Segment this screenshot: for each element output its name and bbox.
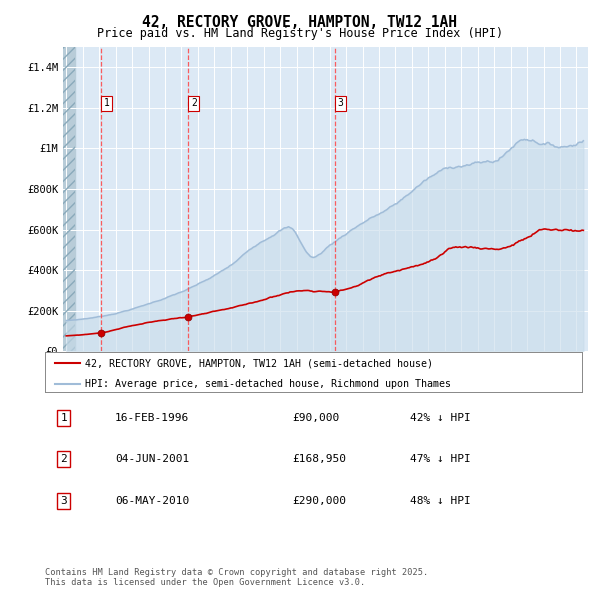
Text: Price paid vs. HM Land Registry's House Price Index (HPI): Price paid vs. HM Land Registry's House … [97, 27, 503, 40]
Text: 42, RECTORY GROVE, HAMPTON, TW12 1AH: 42, RECTORY GROVE, HAMPTON, TW12 1AH [143, 15, 458, 30]
Text: £90,000: £90,000 [292, 413, 339, 423]
Text: 42% ↓ HPI: 42% ↓ HPI [410, 413, 471, 423]
Text: 42, RECTORY GROVE, HAMPTON, TW12 1AH (semi-detached house): 42, RECTORY GROVE, HAMPTON, TW12 1AH (se… [85, 359, 433, 369]
Text: 04-JUN-2001: 04-JUN-2001 [115, 454, 189, 464]
Text: 48% ↓ HPI: 48% ↓ HPI [410, 496, 471, 506]
Text: 3: 3 [338, 99, 344, 109]
Text: 1: 1 [104, 99, 110, 109]
Text: 2: 2 [191, 99, 197, 109]
Text: 47% ↓ HPI: 47% ↓ HPI [410, 454, 471, 464]
Text: £168,950: £168,950 [292, 454, 346, 464]
Bar [63, 47, 76, 351]
Text: 06-MAY-2010: 06-MAY-2010 [115, 496, 189, 506]
Text: 16-FEB-1996: 16-FEB-1996 [115, 413, 189, 423]
Text: £290,000: £290,000 [292, 496, 346, 506]
Text: 1: 1 [61, 413, 67, 423]
Text: Contains HM Land Registry data © Crown copyright and database right 2025.
This d: Contains HM Land Registry data © Crown c… [45, 568, 428, 587]
Text: HPI: Average price, semi-detached house, Richmond upon Thames: HPI: Average price, semi-detached house,… [85, 379, 451, 389]
Bar [63, 47, 76, 351]
Text: 2: 2 [61, 454, 67, 464]
Text: 3: 3 [61, 496, 67, 506]
